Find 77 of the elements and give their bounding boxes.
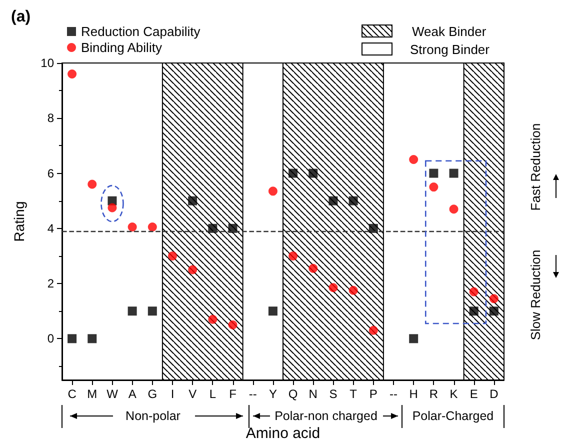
y-tick-label: 8 bbox=[47, 111, 54, 126]
point bbox=[409, 154, 418, 164]
x-tick-label: -- bbox=[248, 387, 257, 401]
point bbox=[148, 306, 157, 316]
point bbox=[228, 224, 238, 233]
point bbox=[368, 224, 378, 233]
x-tick-label: K bbox=[450, 387, 458, 401]
text: Non-polar bbox=[126, 409, 180, 423]
y-axis-title: Rating bbox=[11, 201, 27, 242]
point bbox=[489, 306, 498, 316]
x-tick-label: C bbox=[68, 387, 77, 401]
y-tick-label: 4 bbox=[47, 221, 54, 236]
x-tick-label: Q bbox=[288, 387, 298, 401]
point bbox=[308, 168, 318, 178]
y-tick-label: 10 bbox=[40, 56, 54, 70]
point bbox=[268, 306, 278, 316]
x-tick-label: H bbox=[409, 387, 418, 401]
point bbox=[449, 204, 458, 214]
y-tick-label: 2 bbox=[47, 276, 54, 291]
point bbox=[188, 265, 198, 274]
point bbox=[328, 196, 338, 206]
x-tick-label: P bbox=[369, 387, 378, 401]
x-tick-label: V bbox=[188, 387, 197, 401]
chart-title: (a) bbox=[11, 8, 31, 26]
x-axis-title: Amino acid bbox=[246, 425, 320, 442]
text: Polar-non charged bbox=[274, 409, 378, 423]
x-tick-label: L bbox=[209, 387, 216, 401]
x-tick-label: F bbox=[229, 387, 236, 401]
x-tick-label: S bbox=[329, 387, 338, 401]
point bbox=[88, 180, 97, 189]
point bbox=[68, 334, 77, 344]
point bbox=[449, 168, 458, 178]
x-tick-label: I bbox=[170, 387, 174, 401]
point bbox=[348, 196, 358, 206]
point bbox=[68, 70, 77, 79]
text: Slow Reduction bbox=[528, 250, 543, 340]
point bbox=[288, 251, 298, 260]
point bbox=[368, 326, 378, 335]
point bbox=[489, 294, 498, 304]
legend-label: Binding Ability bbox=[81, 40, 162, 55]
point bbox=[268, 186, 278, 196]
legend-label: Weak Binder bbox=[412, 24, 487, 39]
x-tick-label: A bbox=[128, 387, 136, 401]
point bbox=[288, 168, 298, 178]
x-tick-label: -- bbox=[390, 387, 398, 401]
point bbox=[308, 264, 318, 273]
y-tick-label: 6 bbox=[47, 166, 54, 180]
point bbox=[88, 334, 97, 344]
text: Polar-Charged bbox=[412, 409, 494, 423]
point bbox=[128, 306, 137, 316]
point bbox=[429, 168, 438, 178]
point bbox=[168, 251, 177, 260]
x-tick-label: T bbox=[350, 387, 358, 401]
y-tick-label: 0 bbox=[47, 332, 54, 346]
point bbox=[208, 224, 218, 233]
point bbox=[228, 320, 238, 330]
point bbox=[328, 283, 338, 292]
x-tick-label: N bbox=[308, 387, 318, 401]
x-tick-label: M bbox=[87, 387, 98, 401]
x-tick-label: W bbox=[106, 387, 119, 401]
point bbox=[128, 222, 137, 232]
point bbox=[469, 287, 478, 296]
x-tick-label: Y bbox=[268, 387, 277, 401]
point bbox=[409, 334, 418, 344]
text: Fast Reduction bbox=[528, 123, 543, 211]
point bbox=[469, 306, 478, 316]
point bbox=[348, 286, 358, 295]
legend-label: Reduction Capability bbox=[81, 24, 201, 39]
x-tick-label: D bbox=[490, 387, 499, 401]
point bbox=[148, 222, 157, 232]
text: Strong Binder bbox=[410, 42, 490, 57]
point bbox=[208, 314, 218, 324]
x-tick-label: R bbox=[429, 387, 438, 401]
point bbox=[429, 182, 438, 192]
point bbox=[188, 196, 198, 206]
x-tick-label: G bbox=[148, 387, 158, 401]
x-tick-label: E bbox=[470, 387, 478, 401]
